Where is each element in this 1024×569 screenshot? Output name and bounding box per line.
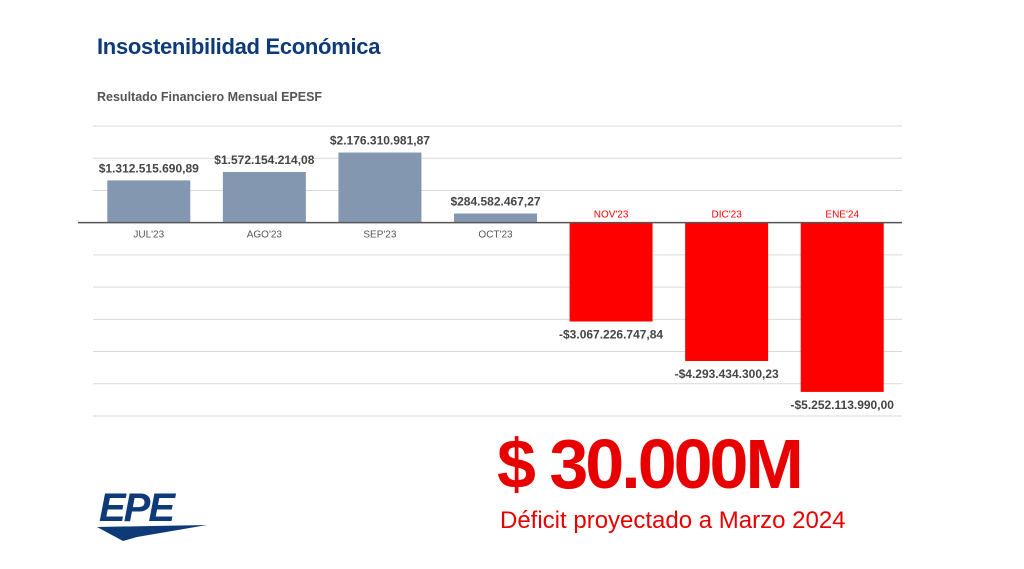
bar bbox=[222, 172, 306, 223]
category-label: AGO'23 bbox=[247, 230, 283, 241]
deficit-caption: Déficit proyectado a Marzo 2024 bbox=[500, 507, 846, 534]
bar bbox=[454, 213, 537, 223]
category-label: OCT'23 bbox=[478, 230, 513, 241]
bar bbox=[800, 222, 884, 392]
bar bbox=[107, 180, 191, 223]
deficit-amount: $ 30.000M bbox=[497, 425, 804, 503]
data-label: $284.582.467,27 bbox=[450, 194, 540, 208]
page-title: Insostenibilidad Económica bbox=[97, 34, 381, 59]
data-label: -$5.252.113.990,00 bbox=[790, 398, 894, 412]
chart-subtitle: Resultado Financiero Mensual EPESF bbox=[97, 90, 323, 104]
category-label: SEP'23 bbox=[363, 230, 396, 241]
category-label: ENE'24 bbox=[825, 210, 859, 221]
epe-logo: EPE bbox=[97, 486, 207, 541]
data-label: $1.572.154.214,08 bbox=[214, 153, 314, 167]
bar bbox=[685, 222, 769, 362]
logo-arrow-icon bbox=[97, 525, 207, 541]
category-label: NOV'23 bbox=[594, 210, 629, 221]
logo-text: EPE bbox=[99, 486, 176, 530]
data-label: $2.176.310.981,87 bbox=[330, 134, 430, 148]
data-label: $1.312.515.690,89 bbox=[99, 161, 199, 175]
bar bbox=[569, 222, 653, 322]
bar bbox=[338, 152, 422, 223]
data-label: -$3.067.226.747,84 bbox=[559, 327, 663, 341]
category-label: DIC'23 bbox=[712, 210, 743, 221]
data-label: -$4.293.434.300,23 bbox=[675, 367, 779, 381]
category-label: JUL'23 bbox=[133, 230, 164, 241]
